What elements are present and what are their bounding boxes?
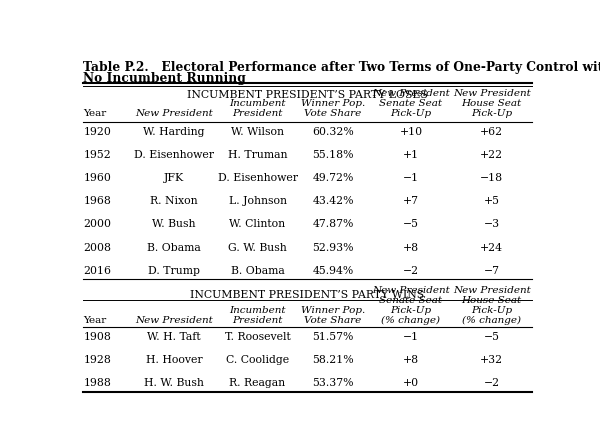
Text: D. Eisenhower: D. Eisenhower	[218, 173, 298, 183]
Text: −7: −7	[484, 266, 500, 276]
Text: +32: +32	[480, 355, 503, 365]
Text: New President: New President	[372, 88, 450, 98]
Text: Senate Seat: Senate Seat	[379, 296, 442, 305]
Text: President: President	[232, 109, 283, 118]
Text: INCUMBENT PRESIDENT’S PARTY LOSES: INCUMBENT PRESIDENT’S PARTY LOSES	[187, 90, 428, 100]
Text: W. H. Taft: W. H. Taft	[147, 332, 200, 342]
Text: (% change): (% change)	[462, 316, 521, 325]
Text: 53.37%: 53.37%	[313, 378, 354, 389]
Text: W. Harding: W. Harding	[143, 127, 205, 137]
Text: New President: New President	[135, 316, 212, 325]
Text: 58.21%: 58.21%	[312, 355, 354, 365]
Text: 2000: 2000	[83, 220, 112, 230]
Text: 1968: 1968	[83, 196, 111, 206]
Text: H. Truman: H. Truman	[228, 150, 287, 160]
Text: +0: +0	[403, 378, 419, 389]
Text: Pick-Up: Pick-Up	[391, 306, 431, 315]
Text: 2008: 2008	[83, 243, 112, 253]
Text: B. Obama: B. Obama	[147, 243, 200, 253]
Text: +22: +22	[480, 150, 503, 160]
Text: W. Bush: W. Bush	[152, 220, 196, 230]
Text: T. Roosevelt: T. Roosevelt	[224, 332, 290, 342]
Text: JFK: JFK	[164, 173, 184, 183]
Text: 49.72%: 49.72%	[313, 173, 354, 183]
Text: W. Wilson: W. Wilson	[231, 127, 284, 137]
Text: Winner Pop.: Winner Pop.	[301, 99, 365, 108]
Text: Vote Share: Vote Share	[304, 316, 362, 325]
Text: +62: +62	[480, 127, 503, 137]
Text: No Incumbent Running: No Incumbent Running	[83, 73, 246, 85]
Text: R. Reagan: R. Reagan	[229, 378, 286, 389]
Text: 55.18%: 55.18%	[313, 150, 354, 160]
Text: 43.42%: 43.42%	[313, 196, 354, 206]
Text: 60.32%: 60.32%	[312, 127, 354, 137]
Text: D. Trump: D. Trump	[148, 266, 200, 276]
Text: −1: −1	[403, 173, 419, 183]
Text: 1908: 1908	[83, 332, 111, 342]
Text: 51.57%: 51.57%	[313, 332, 354, 342]
Text: Year: Year	[83, 109, 107, 118]
Text: Table P.2.   Electoral Performance after Two Terms of One-Party Control with: Table P.2. Electoral Performance after T…	[83, 61, 600, 74]
Text: Incumbent: Incumbent	[229, 306, 286, 315]
Text: Incumbent: Incumbent	[229, 99, 286, 108]
Text: House Seat: House Seat	[461, 99, 522, 108]
Text: New President: New President	[372, 286, 450, 295]
Text: INCUMBENT PRESIDENT’S PARTY WINS: INCUMBENT PRESIDENT’S PARTY WINS	[190, 290, 425, 300]
Text: New President: New President	[453, 286, 530, 295]
Text: 1988: 1988	[83, 378, 111, 389]
Text: 52.93%: 52.93%	[313, 243, 354, 253]
Text: 45.94%: 45.94%	[313, 266, 354, 276]
Text: 1960: 1960	[83, 173, 111, 183]
Text: New President: New President	[453, 88, 530, 98]
Text: +5: +5	[484, 196, 500, 206]
Text: W. Clinton: W. Clinton	[229, 220, 286, 230]
Text: C. Coolidge: C. Coolidge	[226, 355, 289, 365]
Text: +24: +24	[480, 243, 503, 253]
Text: +7: +7	[403, 196, 419, 206]
Text: +1: +1	[403, 150, 419, 160]
Text: −2: −2	[403, 266, 419, 276]
Text: Pick-Up: Pick-Up	[471, 109, 512, 118]
Text: +8: +8	[403, 243, 419, 253]
Text: 47.87%: 47.87%	[313, 220, 354, 230]
Text: President: President	[232, 316, 283, 325]
Text: 1920: 1920	[83, 127, 111, 137]
Text: −2: −2	[484, 378, 500, 389]
Text: 1952: 1952	[83, 150, 111, 160]
Text: −5: −5	[484, 332, 500, 342]
Text: Pick-Up: Pick-Up	[391, 109, 431, 118]
Text: Senate Seat: Senate Seat	[379, 99, 442, 108]
Text: −5: −5	[403, 220, 419, 230]
Text: −1: −1	[403, 332, 419, 342]
Text: B. Obama: B. Obama	[230, 266, 284, 276]
Text: New President: New President	[135, 109, 212, 118]
Text: 1928: 1928	[83, 355, 111, 365]
Text: −3: −3	[484, 220, 500, 230]
Text: −18: −18	[480, 173, 503, 183]
Text: +8: +8	[403, 355, 419, 365]
Text: House Seat: House Seat	[461, 296, 522, 305]
Text: (% change): (% change)	[382, 316, 440, 325]
Text: +10: +10	[400, 127, 422, 137]
Text: D. Eisenhower: D. Eisenhower	[134, 150, 214, 160]
Text: H. Hoover: H. Hoover	[146, 355, 202, 365]
Text: L. Johnson: L. Johnson	[229, 196, 287, 206]
Text: H. W. Bush: H. W. Bush	[144, 378, 204, 389]
Text: Winner Pop.: Winner Pop.	[301, 306, 365, 315]
Text: Year: Year	[83, 316, 107, 325]
Text: Vote Share: Vote Share	[304, 109, 362, 118]
Text: R. Nixon: R. Nixon	[150, 196, 197, 206]
Text: G. W. Bush: G. W. Bush	[228, 243, 287, 253]
Text: 2016: 2016	[83, 266, 112, 276]
Text: Pick-Up: Pick-Up	[471, 306, 512, 315]
